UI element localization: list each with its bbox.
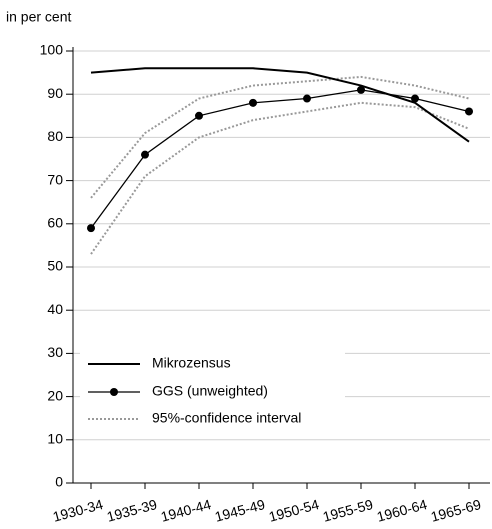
interval-line (90, 75, 470, 199)
y-tick-label: 30 (47, 344, 63, 360)
y-tick-label: 100 (40, 42, 64, 58)
series-line (90, 89, 470, 229)
y-tick-label: 0 (55, 474, 63, 490)
x-tick-label: 1960-64 (375, 496, 429, 525)
y-tick-label: 60 (47, 215, 63, 231)
marker (303, 94, 311, 103)
marker (465, 107, 473, 116)
y-tick-label: 40 (47, 301, 63, 317)
y-tick-label: 50 (47, 258, 63, 274)
y-tick-label: 70 (47, 171, 63, 187)
y-tick-label: 80 (47, 128, 63, 144)
legend-marker (110, 388, 118, 396)
marker (141, 150, 149, 159)
series-line (90, 67, 470, 143)
x-tick-label: 1935-39 (105, 496, 159, 525)
legend-label: GGS (unweighted) (152, 383, 268, 399)
x-tick-label: 1955-59 (321, 496, 375, 525)
marker (87, 224, 95, 233)
marker (195, 111, 203, 120)
y-tick-label: 10 (47, 431, 63, 447)
marker (411, 94, 419, 103)
marker (249, 98, 257, 107)
x-tick-label: 1945-49 (213, 496, 267, 525)
legend-box (80, 347, 345, 439)
interval-line (90, 101, 470, 255)
legend-label: 95%-confidence interval (152, 410, 301, 426)
y-tick-label: 20 (47, 387, 63, 403)
y-axis-label: in per cent (6, 9, 71, 25)
x-tick-label: 1965-69 (429, 496, 483, 525)
x-tick-label: 1930-34 (51, 496, 105, 525)
x-tick-label: 1940-44 (159, 496, 213, 525)
marker (357, 85, 365, 94)
legend-label: Mikrozensus (152, 355, 231, 371)
x-tick-label: 1950-54 (267, 496, 321, 525)
y-tick-label: 90 (47, 85, 63, 101)
